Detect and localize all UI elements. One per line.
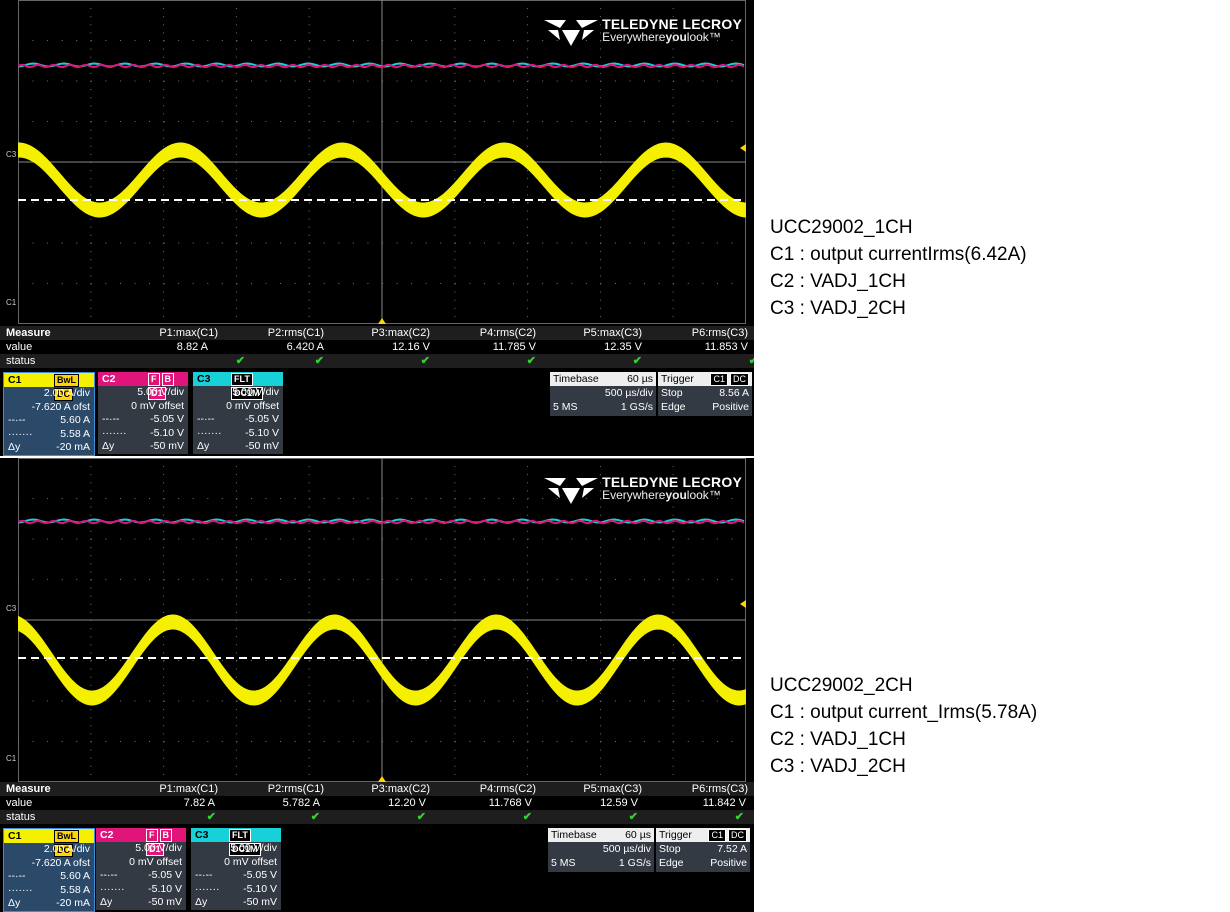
annotation-2ch: UCC29002_2CH C1 : output current_Irms(5.… bbox=[770, 672, 1037, 780]
measure-title: Measure bbox=[6, 783, 51, 795]
status-check-icon: ✔ bbox=[416, 811, 426, 823]
note-line: C2 : VADJ_1CH bbox=[770, 271, 906, 292]
param-header[interactable]: P1:max(C1) bbox=[159, 783, 218, 795]
param-value: 5.782 A bbox=[282, 797, 320, 809]
measure-table: Measure P1:max(C1) P2:rms(C1) P3:max(C2)… bbox=[0, 782, 754, 826]
teledyne-logo: TELEDYNE LECROY Everywhereyoulook™ bbox=[544, 16, 742, 46]
waveform-grid bbox=[18, 0, 746, 324]
scope-screen-2: C3 C1 TELEDYNE LECROY Everywhereyoulook™… bbox=[0, 458, 754, 912]
param-header[interactable]: P5:max(C3) bbox=[583, 783, 642, 795]
param-header[interactable]: P2:rms(C1) bbox=[267, 327, 324, 339]
measure-table: Measure P1:max(C1) P2:rms(C1) P3:max(C2)… bbox=[0, 326, 754, 370]
channel-c3-descriptor[interactable]: C3 FLTDC1M 5.00 V/div 0 mV offset --·-- -5… bbox=[193, 372, 283, 454]
param-header[interactable]: P1:max(C1) bbox=[159, 327, 218, 339]
channel-c1-descriptor[interactable]: C1 BwLDC 2.00 A/div -7.620 A ofst --·-- 5.… bbox=[3, 828, 95, 912]
c3-marker: C3 bbox=[6, 150, 17, 159]
param-value: 12.59 V bbox=[600, 797, 638, 809]
param-header[interactable]: P5:max(C3) bbox=[583, 327, 642, 339]
status-check-icon: ✔ bbox=[748, 355, 754, 367]
channel-c2-descriptor[interactable]: C2 F BD1 5.00 V/div 0 mV offset --·-- -5.05… bbox=[96, 828, 186, 910]
tagline: Everywhereyoulook™ bbox=[602, 488, 721, 502]
param-header[interactable]: P4:rms(C2) bbox=[479, 327, 536, 339]
note-title: UCC29002_2CH bbox=[770, 675, 913, 696]
status-check-icon: ✔ bbox=[206, 811, 216, 823]
waveform-display bbox=[18, 62, 746, 324]
param-value: 12.16 V bbox=[392, 341, 430, 353]
status-check-icon: ✔ bbox=[734, 811, 744, 823]
status-check-icon: ✔ bbox=[235, 355, 245, 367]
note-line: C3 : VADJ_2CH bbox=[770, 298, 906, 319]
teledyne-mark-icon bbox=[544, 20, 599, 46]
param-header[interactable]: P3:max(C2) bbox=[371, 783, 430, 795]
tagline: Everywhereyoulook™ bbox=[602, 30, 721, 44]
teledyne-mark-icon bbox=[544, 478, 599, 504]
note-title: UCC29002_1CH bbox=[770, 217, 913, 238]
param-value: 7.82 A bbox=[183, 797, 215, 809]
status-check-icon: ✔ bbox=[420, 355, 430, 367]
param-header[interactable]: P6:rms(C3) bbox=[691, 327, 748, 339]
trigger-descriptor[interactable]: Trigger C1 DC Stop 7.52 A Edge Positive bbox=[656, 828, 750, 872]
status-label: status bbox=[6, 811, 36, 823]
param-header[interactable]: P6:rms(C3) bbox=[691, 783, 748, 795]
status-check-icon: ✔ bbox=[526, 355, 536, 367]
param-header[interactable]: P2:rms(C1) bbox=[267, 783, 324, 795]
c3-marker: C3 bbox=[6, 604, 17, 613]
param-value: 12.35 V bbox=[604, 341, 642, 353]
param-value: 12.20 V bbox=[388, 797, 426, 809]
brand-name: TELEDYNE LECROY bbox=[602, 474, 742, 490]
measure-title: Measure bbox=[6, 327, 51, 339]
value-label: value bbox=[6, 797, 33, 809]
status-check-icon: ✔ bbox=[522, 811, 532, 823]
channel-c1-descriptor[interactable]: C1 BwLDC 2.00 A/div -7.620 A ofst --·-- 5.… bbox=[3, 372, 95, 456]
status-check-icon: ✔ bbox=[632, 355, 642, 367]
param-header[interactable]: P4:rms(C2) bbox=[479, 783, 536, 795]
note-line: C3 : VADJ_2CH bbox=[770, 756, 906, 777]
waveform-display bbox=[18, 518, 746, 782]
note-line: C2 : VADJ_1CH bbox=[770, 729, 906, 750]
channel-c2-descriptor[interactable]: C2 F BD1 5.00 V/div 0 mV offset --·-- -5.05… bbox=[98, 372, 188, 454]
status-check-icon: ✔ bbox=[628, 811, 638, 823]
teledyne-logo: TELEDYNE LECROY Everywhereyoulook™ bbox=[544, 474, 742, 504]
param-value: 11.768 V bbox=[488, 797, 532, 809]
trigger-descriptor[interactable]: Trigger C1 DC Stop 8.56 A Edge Positive bbox=[658, 372, 752, 416]
c1-marker: C1 bbox=[6, 754, 17, 763]
status-label: status bbox=[6, 355, 36, 367]
note-line: C1 : output currentIrms(6.42A) bbox=[770, 244, 1027, 265]
value-label: value bbox=[6, 341, 33, 353]
status-check-icon: ✔ bbox=[314, 355, 324, 367]
channel-c3-descriptor[interactable]: C3 FLTDC1M 5.00 V/div 0 mV offset --·-- -5… bbox=[191, 828, 281, 910]
param-value: 11.785 V bbox=[492, 341, 536, 353]
scope-screen-1: C3 C1 TELEDYNE LECROY Everywhereyoulook™… bbox=[0, 0, 754, 456]
c1-marker: C1 bbox=[6, 298, 17, 307]
param-value: 6.420 A bbox=[286, 341, 324, 353]
param-value: 11.853 V bbox=[704, 341, 748, 353]
waveform-grid bbox=[18, 458, 746, 782]
annotation-1ch: UCC29002_1CH C1 : output currentIrms(6.4… bbox=[770, 214, 1027, 322]
note-line: C1 : output current_Irms(5.78A) bbox=[770, 702, 1038, 723]
timebase-descriptor[interactable]: Timebase 60 µs 500 µs/div 5 MS 1 GS/s bbox=[550, 372, 656, 416]
status-check-icon: ✔ bbox=[310, 811, 320, 823]
param-header[interactable]: P3:max(C2) bbox=[371, 327, 430, 339]
brand-name: TELEDYNE LECROY bbox=[602, 16, 742, 32]
param-value: 8.82 A bbox=[176, 341, 208, 353]
timebase-descriptor[interactable]: Timebase 60 µs 500 µs/div 5 MS 1 GS/s bbox=[548, 828, 654, 872]
param-value: 11.842 V bbox=[702, 797, 746, 809]
